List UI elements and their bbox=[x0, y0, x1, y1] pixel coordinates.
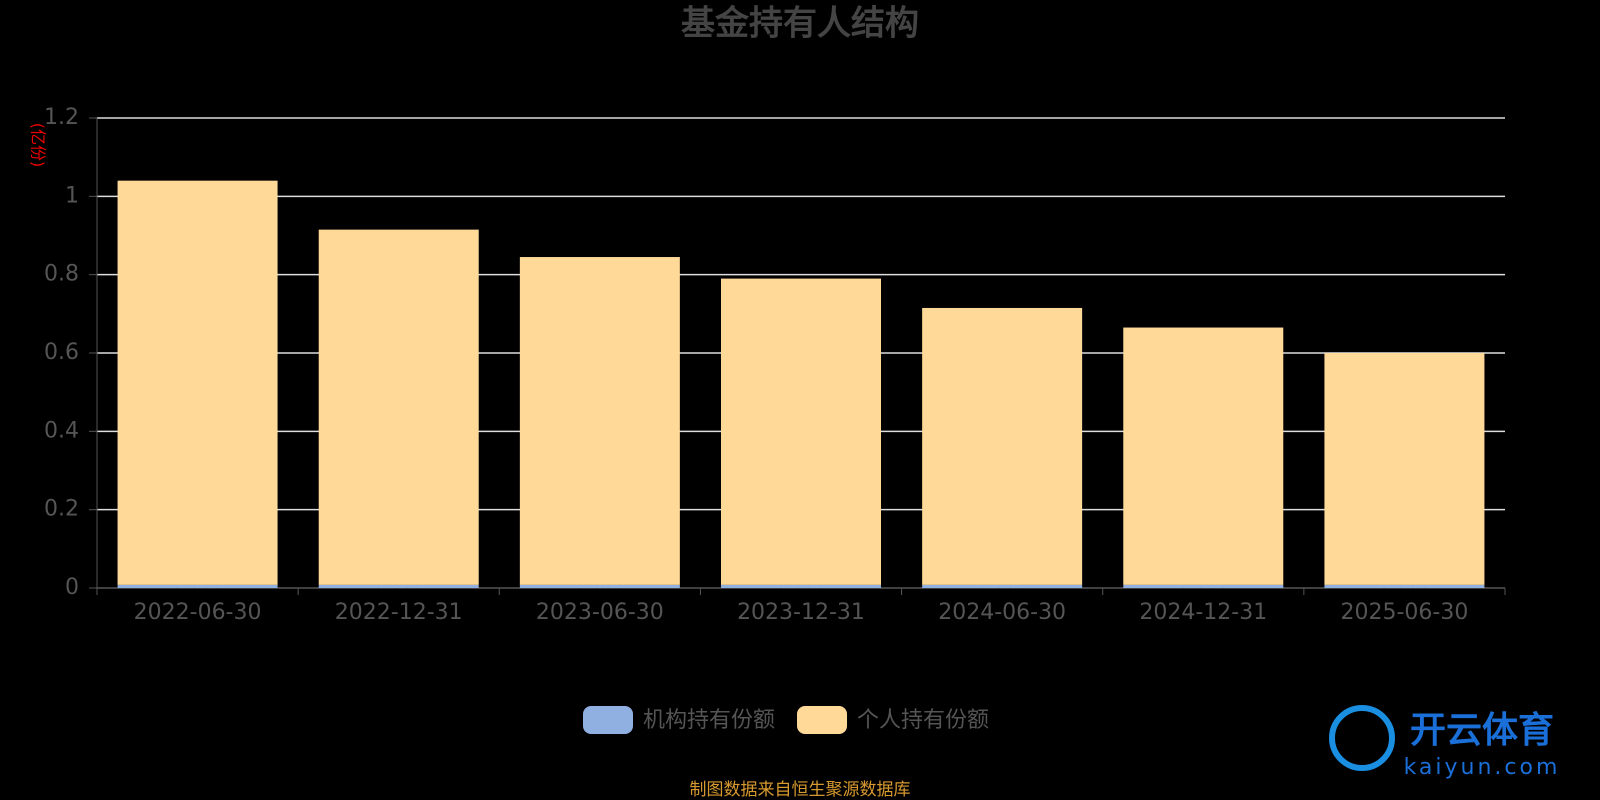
x-tick-label: 2023-12-31 bbox=[737, 600, 865, 625]
bar-segment bbox=[1123, 327, 1284, 585]
y-tick-label: 0.8 bbox=[44, 262, 79, 287]
bar-segment bbox=[1324, 584, 1485, 588]
bar-segment bbox=[519, 257, 680, 585]
y-tick-label: 0.6 bbox=[44, 340, 79, 365]
x-tick-label: 2024-12-31 bbox=[1139, 600, 1267, 625]
bar-segment bbox=[922, 584, 1083, 588]
source-note: 制图数据来自恒生聚源数据库 bbox=[690, 780, 911, 800]
legend-swatch bbox=[583, 706, 633, 734]
bar-segment bbox=[318, 229, 479, 585]
y-axis-label: (亿份) bbox=[29, 123, 48, 168]
x-tick-label: 2022-06-30 bbox=[134, 600, 262, 625]
x-tick-label: 2024-06-30 bbox=[938, 600, 1066, 625]
bar-segment bbox=[721, 278, 881, 585]
bar-segment bbox=[117, 180, 278, 585]
bar-segment bbox=[318, 584, 479, 588]
chart-title: 基金持有人结构 bbox=[681, 4, 919, 44]
y-tick-label: 0 bbox=[65, 575, 79, 600]
y-tick-label: 0.4 bbox=[44, 418, 79, 443]
legend-swatch bbox=[797, 706, 848, 734]
x-tick-label: 2023-06-30 bbox=[536, 600, 664, 625]
legend-label: 个人持有份额 bbox=[857, 708, 989, 733]
bar-segment bbox=[1123, 584, 1284, 588]
watermark-logo bbox=[1329, 705, 1395, 771]
watermark-site: kaiyun.com bbox=[1404, 755, 1561, 780]
y-tick-label: 0.2 bbox=[44, 497, 79, 522]
bar-segment bbox=[519, 584, 680, 588]
y-tick-label: 1.2 bbox=[44, 105, 79, 130]
watermark-brand: 开云体育 bbox=[1410, 710, 1554, 751]
bar-segment bbox=[721, 584, 881, 588]
x-tick-label: 2022-12-31 bbox=[335, 600, 463, 625]
bar-segment bbox=[117, 584, 278, 588]
legend-label: 机构持有份额 bbox=[643, 708, 775, 733]
bar-segment bbox=[1324, 353, 1485, 585]
x-tick-label: 2025-06-30 bbox=[1340, 600, 1468, 625]
bar-segment bbox=[922, 307, 1083, 585]
y-tick-label: 1 bbox=[65, 183, 79, 208]
